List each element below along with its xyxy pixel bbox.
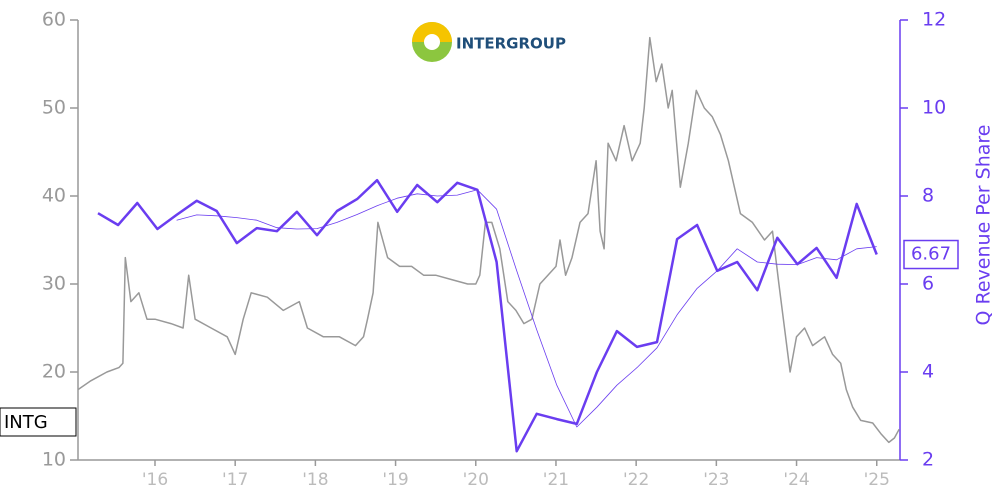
y2-tick-label: 8 bbox=[922, 185, 934, 207]
y-tick-label: 10 bbox=[42, 449, 66, 471]
series-line bbox=[176, 189, 877, 428]
y2-tick-label: 10 bbox=[922, 97, 946, 119]
y2-tick-label: 6 bbox=[922, 273, 934, 295]
y-tick-label: 60 bbox=[42, 9, 66, 31]
x-tick-label: '21 bbox=[543, 470, 569, 490]
x-tick-label: '22 bbox=[623, 470, 649, 490]
logo-icon-center bbox=[424, 34, 440, 50]
y-tick-label: 50 bbox=[42, 97, 66, 119]
value-label: 6.67 bbox=[911, 244, 951, 265]
x-tick-label: '20 bbox=[463, 470, 489, 490]
ticker-label: INTG bbox=[4, 412, 48, 433]
y2-tick-label: 12 bbox=[922, 9, 946, 31]
ticker-box bbox=[0, 407, 77, 437]
logo-icon-top bbox=[412, 22, 452, 42]
series-line bbox=[77, 36, 900, 444]
logo-text: INTERGROUP bbox=[456, 35, 566, 53]
x-tick-label: '18 bbox=[302, 470, 328, 490]
y-tick-label: 20 bbox=[42, 361, 66, 383]
x-tick-label: '19 bbox=[382, 470, 408, 490]
x-tick-label: '16 bbox=[142, 470, 168, 490]
series-line bbox=[97, 178, 878, 453]
value-label-box bbox=[903, 239, 959, 270]
x-tick-label: '24 bbox=[783, 470, 809, 490]
y-tick-label: 30 bbox=[42, 273, 66, 295]
y2-axis-title: Q Revenue Per Share bbox=[973, 125, 995, 326]
logo: INTERGROUP bbox=[412, 22, 566, 62]
y2-tick-label: 2 bbox=[922, 449, 934, 471]
y2-tick-label: 4 bbox=[922, 361, 934, 383]
x-tick-label: '23 bbox=[703, 470, 729, 490]
x-tick-label: '25 bbox=[864, 470, 890, 490]
x-tick-label: '17 bbox=[222, 470, 248, 490]
y-tick-label: 40 bbox=[42, 185, 66, 207]
